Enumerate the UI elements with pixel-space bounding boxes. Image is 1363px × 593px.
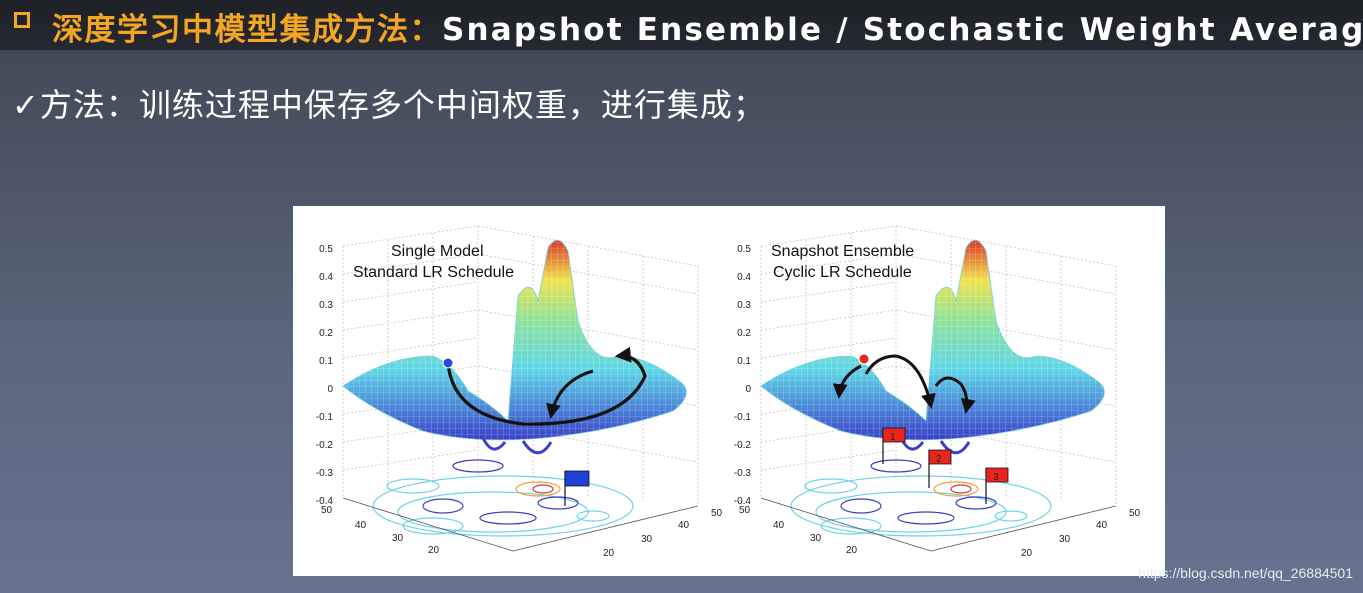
right-trajectory-1 xyxy=(832,364,862,399)
left-contours xyxy=(372,459,634,537)
svg-text:30: 30 xyxy=(392,533,404,544)
svg-text:-0.2: -0.2 xyxy=(316,440,334,451)
svg-text:30: 30 xyxy=(1059,534,1071,545)
figure-svg: Single Model Standard LR Schedule 0.5 0.… xyxy=(316,225,1141,559)
svg-text:30: 30 xyxy=(641,534,653,545)
svg-text:-0.4: -0.4 xyxy=(316,496,334,507)
svg-text:0.1: 0.1 xyxy=(319,356,333,367)
right-contours xyxy=(790,459,1052,537)
svg-text:-0.4: -0.4 xyxy=(734,496,752,507)
svg-text:0.4: 0.4 xyxy=(319,272,333,283)
square-bullet-icon xyxy=(14,12,30,28)
slide-title-en: Snapshot Ensemble / Stochastic Weight Av… xyxy=(442,12,1363,48)
left-y-ticks: 50 40 30 20 xyxy=(321,505,440,556)
svg-text:50: 50 xyxy=(739,505,751,516)
svg-text:50: 50 xyxy=(1129,508,1141,519)
right-trajectory-3 xyxy=(934,376,976,414)
start-point-marker-red xyxy=(858,353,870,365)
svg-text:20: 20 xyxy=(846,545,858,556)
svg-text:50: 50 xyxy=(321,505,333,516)
svg-text:0: 0 xyxy=(327,384,333,395)
left-panel: Single Model Standard LR Schedule 0.5 0.… xyxy=(316,225,723,559)
svg-text:0.4: 0.4 xyxy=(737,272,751,283)
svg-text:0.5: 0.5 xyxy=(737,244,751,255)
loss-landscape-figure: Single Model Standard LR Schedule 0.5 0.… xyxy=(293,206,1165,576)
svg-text:40: 40 xyxy=(773,520,785,531)
slide-title-cn: 深度学习中模型集成方法： xyxy=(52,12,442,48)
right-panel-title-1: Snapshot Ensemble xyxy=(771,243,914,260)
flag-3-icon: 3 xyxy=(985,467,1009,504)
svg-text:20: 20 xyxy=(1021,548,1033,559)
svg-text:30: 30 xyxy=(810,533,822,544)
svg-text:20: 20 xyxy=(603,548,615,559)
left-trajectory xyxy=(446,346,647,426)
left-x-ticks: 20 30 40 50 xyxy=(603,508,723,559)
right-y-ticks: 50 40 30 20 xyxy=(739,505,858,556)
right-panel: 1 2 3 Snapshot Ensemble Cyclic LR Schedu… xyxy=(734,225,1141,559)
left-trajectory-end xyxy=(546,369,594,419)
svg-text:0.1: 0.1 xyxy=(737,356,751,367)
right-panel-title-2: Cyclic LR Schedule xyxy=(773,264,912,281)
left-panel-title-2: Standard LR Schedule xyxy=(353,264,514,281)
svg-text:-0.2: -0.2 xyxy=(734,440,752,451)
svg-text:-0.1: -0.1 xyxy=(316,412,334,423)
title-bar: 深度学习中模型集成方法：Snapshot Ensemble / Stochast… xyxy=(0,0,1363,50)
svg-text:0.5: 0.5 xyxy=(319,244,333,255)
svg-text:0.2: 0.2 xyxy=(319,328,333,339)
flag-1-icon: 1 xyxy=(882,427,906,464)
right-z-ticks: 0.5 0.4 0.3 0.2 0.1 0 -0.1 -0.2 -0.3 -0.… xyxy=(734,244,752,507)
left-panel-title-1: Single Model xyxy=(391,243,484,260)
left-flag-icon xyxy=(564,470,590,506)
watermark: https://blog.csdn.net/qq_26884501 xyxy=(1138,565,1353,581)
svg-text:0: 0 xyxy=(745,384,751,395)
svg-text:0.3: 0.3 xyxy=(737,300,751,311)
start-point-marker xyxy=(442,357,454,369)
svg-text:40: 40 xyxy=(355,520,367,531)
svg-text:50: 50 xyxy=(711,508,723,519)
flag-2-icon: 2 xyxy=(928,449,952,488)
svg-text:2: 2 xyxy=(936,454,942,465)
right-trajectory-2 xyxy=(864,354,936,409)
svg-text:3: 3 xyxy=(993,472,999,483)
right-x-ticks: 20 30 40 50 xyxy=(1021,508,1141,559)
svg-text:40: 40 xyxy=(678,520,690,531)
svg-text:40: 40 xyxy=(1096,520,1108,531)
svg-text:-0.3: -0.3 xyxy=(734,468,752,479)
left-z-ticks: 0.5 0.4 0.3 0.2 0.1 0 -0.1 -0.2 -0.3 -0.… xyxy=(316,244,334,507)
left-surface xyxy=(342,239,687,455)
svg-text:1: 1 xyxy=(890,432,896,443)
svg-text:20: 20 xyxy=(428,545,440,556)
svg-text:-0.1: -0.1 xyxy=(734,412,752,423)
svg-text:0.2: 0.2 xyxy=(737,328,751,339)
slide-title: 深度学习中模型集成方法：Snapshot Ensemble / Stochast… xyxy=(52,4,1363,49)
svg-text:0.3: 0.3 xyxy=(319,300,333,311)
svg-text:-0.3: -0.3 xyxy=(316,468,334,479)
bullet-point: ✓方法：训练过程中保存多个中间权重，进行集成； xyxy=(12,86,766,124)
